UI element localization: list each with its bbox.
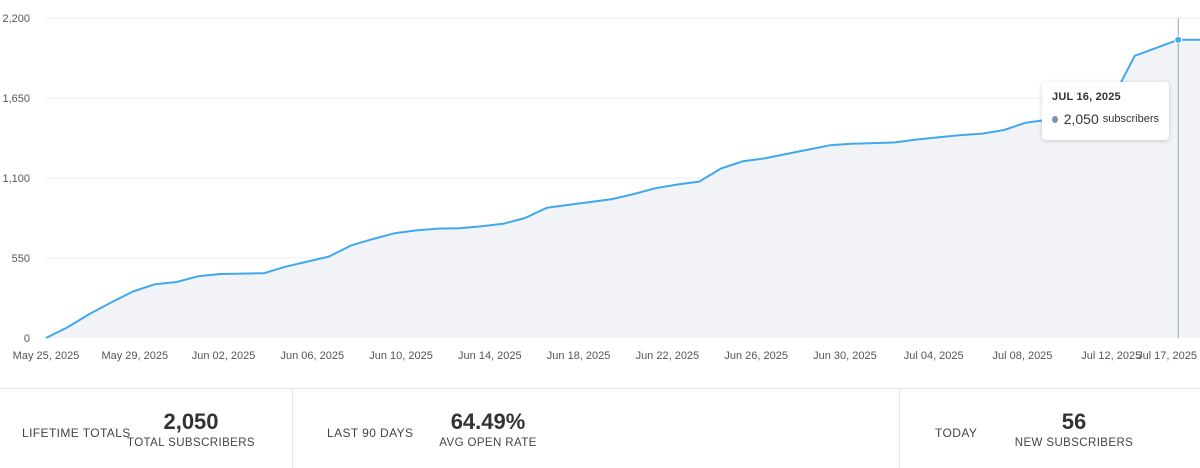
x-tick-label: Jul 08, 2025 <box>992 350 1052 362</box>
stat-caption: NEW SUBSCRIBERS <box>1014 437 1134 449</box>
stat-value-block: 64.49% AVG OPEN RATE <box>423 409 553 449</box>
chart-svg[interactable]: 0 550 1,100 1,650 2,200 May 25, 2025 May 29, 2… <box>0 0 1200 388</box>
x-tick-label: Jun 30, 2025 <box>813 350 877 362</box>
stat-label: LAST 90 DAYS <box>327 426 414 440</box>
series-line <box>45 38 1200 339</box>
y-tick-label: 1,100 <box>2 173 30 185</box>
x-tick-label: May 25, 2025 <box>13 350 80 362</box>
x-tick-label: Jul 12, 2025 <box>1081 350 1141 362</box>
stat-divider <box>292 389 293 468</box>
chart-tooltip: JUL 16, 2025 2,050 subscribers <box>1042 82 1169 140</box>
stat-value: 2,050 <box>163 409 219 434</box>
stats-bar: LIFETIME TOTALS 2,050 TOTAL SUBSCRIBERS … <box>0 388 1200 468</box>
x-tick-label: Jun 06, 2025 <box>280 350 344 362</box>
stat-caption: TOTAL SUBSCRIBERS <box>126 437 255 449</box>
stat-last-90-days: LAST 90 DAYS 64.49% AVG OPEN RATE <box>293 389 899 468</box>
x-tick-label: Jul 04, 2025 <box>904 350 964 362</box>
x-tick-label: Jun 02, 2025 <box>192 350 256 362</box>
x-tick-label: Jun 18, 2025 <box>547 350 611 362</box>
tooltip-value: 2,050 <box>1063 111 1099 127</box>
tooltip-series-marker <box>1052 115 1058 123</box>
stat-label: LIFETIME TOTALS <box>22 426 131 440</box>
stat-label: TODAY <box>935 426 978 440</box>
x-tick-label: May 29, 2025 <box>101 350 168 362</box>
x-tick-label: Jun 14, 2025 <box>458 350 522 362</box>
tooltip-date: JUL 16, 2025 <box>1052 91 1121 103</box>
stat-value-block: 56 NEW SUBSCRIBERS <box>1008 409 1140 449</box>
y-tick-label: 2,200 <box>2 13 30 25</box>
stat-today: TODAY 56 NEW SUBSCRIBERS <box>900 389 1200 468</box>
stat-divider <box>899 389 900 468</box>
subscriber-growth-chart[interactable]: 0 550 1,100 1,650 2,200 May 25, 2025 May 29, 2… <box>0 0 1200 388</box>
series-area <box>46 39 1200 339</box>
tooltip-unit: subscribers <box>1102 113 1159 125</box>
stat-caption: AVG OPEN RATE <box>439 437 537 449</box>
stat-value: 64.49% <box>450 409 526 434</box>
stat-value: 56 <box>1061 409 1087 434</box>
y-tick-label: 1,650 <box>2 93 30 105</box>
x-tick-label: Jun 22, 2025 <box>636 350 700 362</box>
tooltip-row: 2,050 subscribers <box>1052 111 1159 127</box>
x-tick-label: Jun 26, 2025 <box>724 350 788 362</box>
highlighted-data-point <box>1174 35 1183 44</box>
y-tick-label: 0 <box>24 333 30 345</box>
y-tick-label: 550 <box>12 253 30 265</box>
stat-value-block: 2,050 TOTAL SUBSCRIBERS <box>120 409 262 449</box>
stat-lifetime-totals: LIFETIME TOTALS 2,050 TOTAL SUBSCRIBERS <box>0 389 292 468</box>
x-tick-label: Jun 10, 2025 <box>369 350 433 362</box>
x-tick-label: Jul 17, 2025 <box>1137 350 1197 362</box>
